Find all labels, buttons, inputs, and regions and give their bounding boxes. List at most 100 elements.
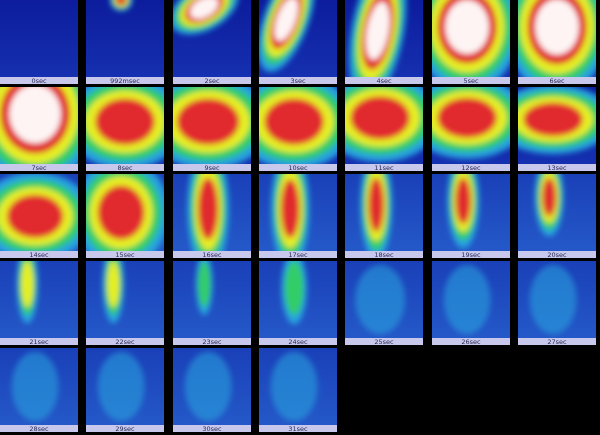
frame: 10sec (259, 87, 337, 172)
activity (432, 0, 510, 77)
activity (97, 351, 145, 422)
frame-image (173, 87, 251, 164)
label-strip (0, 77, 78, 84)
label-strip (345, 164, 423, 171)
activity-level (264, 98, 324, 145)
frame: 0sec (0, 0, 78, 85)
activity (259, 0, 315, 72)
label-strip (173, 164, 251, 171)
label-strip (173, 251, 251, 258)
label-strip (0, 338, 78, 345)
activity-level (350, 96, 410, 140)
image-background (86, 261, 164, 338)
activity (0, 87, 78, 164)
activity (195, 261, 213, 316)
activity (360, 174, 393, 251)
frame-image (432, 87, 510, 164)
image-background (86, 0, 164, 77)
activity-level (21, 261, 34, 308)
activity (102, 261, 124, 324)
frame-label: 14sec (29, 251, 49, 259)
frame: 4sec (345, 0, 423, 85)
activity (86, 174, 164, 251)
activity-level (176, 98, 240, 145)
frame-label: 22sec (115, 338, 135, 346)
activity (281, 261, 307, 325)
label-strip (259, 164, 337, 171)
frame: 17sec (259, 174, 337, 259)
label-strip (173, 425, 251, 432)
frame-image (259, 87, 337, 164)
image-background (0, 0, 78, 77)
activity (259, 87, 337, 164)
frame: 19sec (432, 174, 510, 259)
frame-image (86, 174, 164, 251)
frame-image (86, 87, 164, 164)
activity-level (535, 0, 579, 55)
frame-image (0, 261, 78, 338)
activity (270, 351, 318, 422)
label-strip (0, 164, 78, 171)
activity-level (11, 351, 59, 422)
frame-image (86, 0, 164, 77)
frame-label: 15sec (115, 251, 135, 259)
activity-level (284, 261, 304, 315)
activity-level (443, 264, 491, 335)
frame: 13sec (518, 87, 596, 172)
activity-level (270, 351, 318, 422)
label-strip (86, 251, 164, 258)
activity (271, 174, 310, 251)
label-strip (0, 425, 78, 432)
frame-label: 29sec (115, 425, 135, 433)
frame-image (518, 0, 596, 77)
frame-label: 16sec (202, 251, 222, 259)
activity (0, 174, 78, 251)
activity (443, 264, 491, 335)
frame-image (259, 174, 337, 251)
frame-image (518, 174, 596, 251)
frame: 21sec (0, 261, 78, 346)
frame: 14sec (0, 174, 78, 259)
activity (184, 351, 232, 422)
frame-label: 992msec (110, 77, 140, 85)
activity-level (274, 0, 299, 42)
label-strip (173, 77, 251, 84)
frame: 8sec (86, 87, 164, 172)
frame: 28sec (0, 348, 78, 433)
label-strip (345, 251, 423, 258)
frame-image (259, 348, 337, 425)
frame-image (0, 87, 78, 164)
frame: 15sec (86, 174, 164, 259)
activity-level (9, 87, 61, 144)
activity-level (115, 0, 127, 6)
frame-label: 19sec (461, 251, 481, 259)
frame-label: 31sec (288, 425, 308, 433)
activity (349, 0, 407, 77)
activity-level (184, 351, 232, 422)
activity-level (523, 102, 583, 137)
frame-label: 17sec (288, 251, 308, 259)
frame: 24sec (259, 261, 337, 346)
frame-label: 13sec (547, 164, 567, 172)
frame-image (345, 261, 423, 338)
activity (16, 261, 38, 324)
frame-label: 24sec (288, 338, 308, 346)
activity (534, 174, 564, 237)
activity-level (97, 351, 145, 422)
label-strip (518, 164, 596, 171)
frame: 27sec (518, 261, 596, 346)
frame: 5sec (432, 0, 510, 85)
label-strip (432, 164, 510, 171)
frame-label: 23sec (202, 338, 222, 346)
frame-label: 25sec (374, 338, 394, 346)
activity-level (355, 264, 406, 335)
activity-level (97, 185, 145, 240)
frame-image (432, 261, 510, 338)
activity-level (280, 179, 300, 238)
frame: 9sec (173, 87, 251, 172)
activity-level (445, 0, 489, 54)
frame-image (173, 174, 251, 251)
label-strip (259, 338, 337, 345)
frame-image (345, 0, 423, 77)
